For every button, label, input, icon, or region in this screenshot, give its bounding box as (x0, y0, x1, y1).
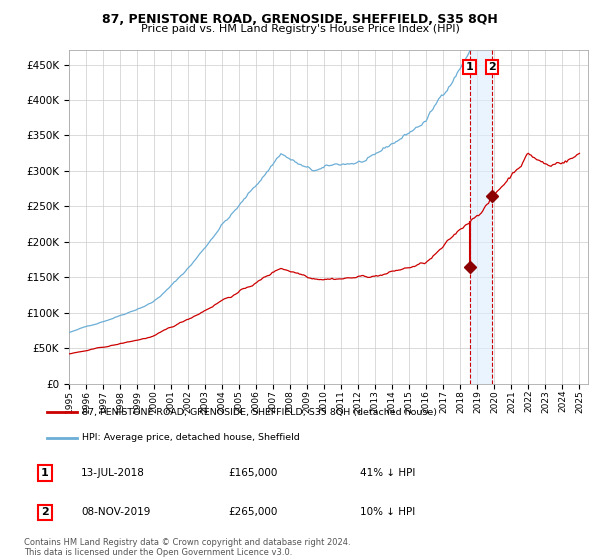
Text: 1: 1 (466, 62, 473, 72)
Text: 2: 2 (488, 62, 496, 72)
Text: 41% ↓ HPI: 41% ↓ HPI (360, 468, 415, 478)
Text: 10% ↓ HPI: 10% ↓ HPI (360, 507, 415, 517)
Text: Contains HM Land Registry data © Crown copyright and database right 2024.
This d: Contains HM Land Registry data © Crown c… (24, 538, 350, 557)
Text: 1: 1 (41, 468, 49, 478)
Bar (470, 50, 492, 384)
Text: HPI: Average price, detached house, Sheffield: HPI: Average price, detached house, Shef… (82, 433, 299, 442)
Text: 13-JUL-2018: 13-JUL-2018 (81, 468, 145, 478)
Text: 08-NOV-2019: 08-NOV-2019 (81, 507, 151, 517)
Text: Price paid vs. HM Land Registry's House Price Index (HPI): Price paid vs. HM Land Registry's House … (140, 24, 460, 34)
Text: 87, PENISTONE ROAD, GRENOSIDE, SHEFFIELD, S35 8QH (detached house): 87, PENISTONE ROAD, GRENOSIDE, SHEFFIELD… (82, 408, 437, 417)
Text: £265,000: £265,000 (228, 507, 277, 517)
Text: 87, PENISTONE ROAD, GRENOSIDE, SHEFFIELD, S35 8QH: 87, PENISTONE ROAD, GRENOSIDE, SHEFFIELD… (102, 13, 498, 26)
Text: 2: 2 (41, 507, 49, 517)
Text: £165,000: £165,000 (228, 468, 277, 478)
